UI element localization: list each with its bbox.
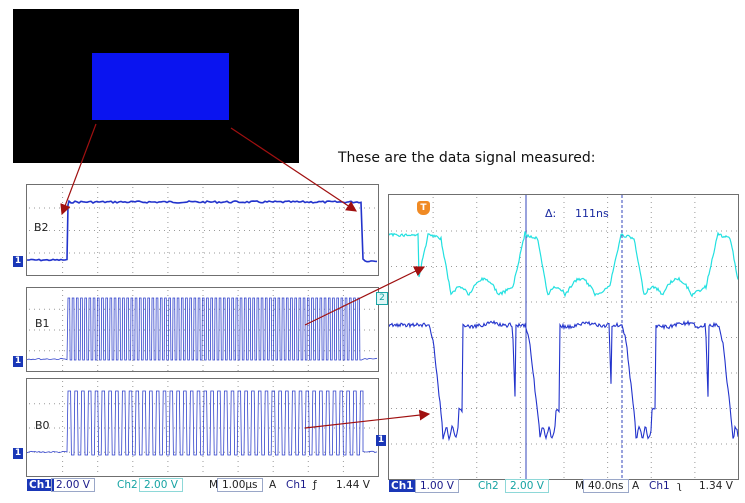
caption-text: These are the data signal measured: bbox=[338, 150, 596, 166]
trigger-position-icon: T bbox=[417, 201, 430, 215]
arrow-b0-to-blue bbox=[304, 409, 431, 429]
delta-value: 111ns bbox=[575, 207, 609, 220]
delta-label: Δ: bbox=[545, 207, 557, 220]
left-ch2-value: 2.00 V bbox=[139, 478, 183, 492]
left-m-tag: M bbox=[209, 479, 219, 491]
panel-b1 bbox=[26, 287, 379, 372]
arrow-falling-edge bbox=[230, 127, 357, 212]
channel1-marker-b1: 1 bbox=[13, 356, 23, 367]
left-ch1-tag: Ch1 bbox=[27, 479, 54, 491]
display-blue-rectangle bbox=[92, 53, 229, 120]
panel-b0-label: B0 bbox=[35, 419, 50, 432]
right-trigger-slope-icon: ʅ bbox=[677, 480, 682, 492]
arrow-rising-edge bbox=[60, 123, 97, 216]
panel-b0 bbox=[26, 378, 379, 477]
channel1-marker-b0: 1 bbox=[13, 448, 23, 459]
panel-b2 bbox=[26, 184, 379, 276]
right-m-tag: M bbox=[575, 480, 585, 492]
panel-b0-plot bbox=[26, 381, 378, 472]
right-scope-plot bbox=[388, 195, 739, 479]
left-a-tag: A bbox=[269, 479, 277, 491]
right-ch2-value: 2.00 V bbox=[505, 479, 549, 493]
right-a-tag: A bbox=[632, 480, 640, 492]
left-trigger-level: 1.44 V bbox=[336, 479, 370, 491]
right-trigger-channel: Ch1 bbox=[649, 480, 670, 492]
left-trigger-channel: Ch1 bbox=[286, 479, 307, 491]
right-trigger-level: 1.34 V bbox=[699, 480, 733, 492]
channel1-marker-b2: 1 bbox=[13, 256, 23, 267]
panel-b2-plot bbox=[26, 187, 378, 273]
right-ch1-value: 1.00 V bbox=[415, 479, 459, 493]
channel1-marker: 1 bbox=[376, 435, 386, 446]
panel-b1-plot bbox=[26, 290, 378, 371]
right-ch1-tag: Ch1 bbox=[389, 480, 416, 492]
arrow-b1-to-cyan bbox=[304, 266, 426, 326]
right-ch2-tag: Ch2 bbox=[478, 480, 499, 492]
left-oscilloscope: B2 1 B1 1 B0 1 Ch1 2.00 V Ch2 2.00 V M 1… bbox=[6, 184, 379, 498]
left-m-value: 1.00µs bbox=[217, 478, 263, 492]
channel2-marker: 2 bbox=[376, 292, 388, 305]
left-ch1-value: 2.00 V bbox=[51, 478, 95, 492]
left-ch2-tag: Ch2 bbox=[117, 479, 138, 491]
right-m-value: 40.0ns bbox=[583, 479, 629, 493]
right-status-bar: Ch1 1.00 V Ch2 2.00 V M 40.0ns A Ch1 ʅ 1… bbox=[373, 479, 745, 495]
left-trigger-slope-icon: ƒ bbox=[313, 479, 317, 491]
panel-b2-label: B2 bbox=[34, 221, 49, 234]
left-status-bar: Ch1 2.00 V Ch2 2.00 V M 1.00µs A Ch1 ƒ 1… bbox=[6, 478, 376, 494]
panel-b1-label: B1 bbox=[35, 317, 50, 330]
right-scope-screen bbox=[388, 194, 739, 480]
right-oscilloscope: T Δ: 111ns 2 1 Ch1 1.00 V Ch2 2.00 V M 4… bbox=[373, 194, 745, 498]
